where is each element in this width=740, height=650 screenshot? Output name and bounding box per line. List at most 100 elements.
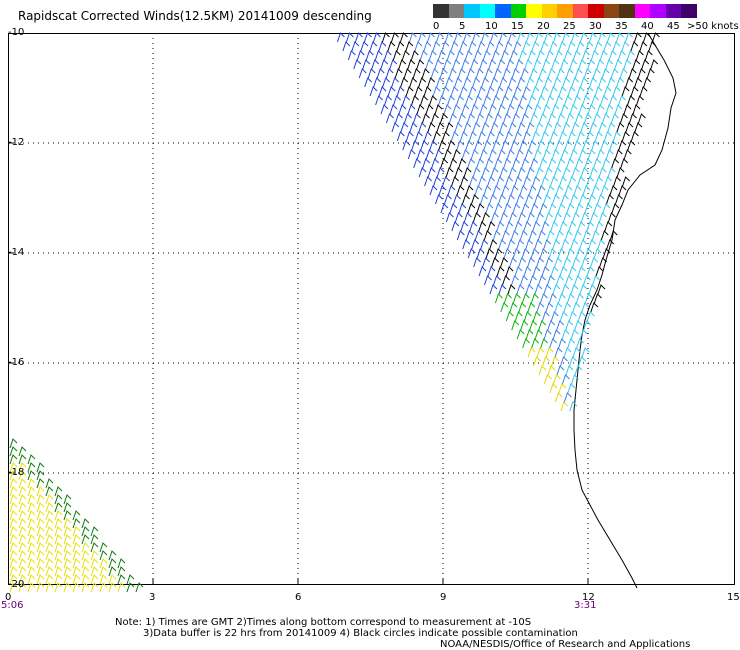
x-axis-label-1: 0 [5, 592, 12, 603]
wind-barb [36, 526, 45, 537]
wind-barb [447, 140, 456, 151]
wind-barb [567, 86, 576, 97]
wind-barb [487, 176, 495, 187]
wind-barb [625, 77, 634, 88]
wind-barb [560, 149, 569, 160]
wind-barb [532, 266, 541, 277]
wind-barb [558, 41, 567, 52]
legend-label: 25 [563, 21, 576, 32]
legend-swatch [572, 4, 589, 18]
wind-barb [486, 86, 495, 97]
wind-barb [54, 518, 63, 529]
wind-barb [523, 176, 531, 187]
wind-barb [63, 582, 72, 593]
wind-barb [18, 582, 27, 593]
wind-barb [538, 275, 546, 286]
wind-barb [434, 149, 443, 160]
wind-barb [575, 203, 584, 214]
wind-barb [590, 302, 599, 313]
wind-barb [389, 104, 398, 115]
wind-barb [588, 194, 596, 205]
legend-swatch [634, 4, 651, 18]
wind-barb [445, 122, 454, 133]
wind-barb [547, 275, 555, 286]
wind-barb [461, 59, 470, 70]
wind-barb [580, 77, 589, 88]
wind-barb [519, 140, 528, 151]
wind-barb [527, 302, 536, 313]
wind-barb [613, 176, 621, 187]
wind-barb [99, 550, 108, 561]
wind-barb [544, 212, 553, 223]
wind-barb [494, 203, 503, 214]
wind-barb [525, 194, 533, 205]
wind-barb [616, 77, 625, 88]
wind-barb [474, 185, 483, 196]
wind-barb [27, 462, 36, 473]
wind-barb [506, 104, 515, 115]
wind-barb [18, 526, 27, 537]
wind-barb [494, 248, 503, 259]
wind-barb [371, 59, 380, 70]
wind-barb [9, 550, 18, 561]
wind-barb [438, 140, 447, 151]
wind-barb [560, 104, 569, 115]
wind-barb [456, 95, 464, 106]
wind-barb [444, 32, 453, 43]
wind-barb [408, 32, 417, 43]
wind-barb [547, 365, 556, 376]
wind-barb [588, 284, 597, 295]
wind-barb [503, 293, 512, 304]
y-axis-label-6: -20 [8, 579, 25, 590]
wind-barb [391, 77, 400, 88]
wind-barb [530, 293, 539, 304]
wind-barb [618, 140, 627, 151]
wind-barb [576, 41, 585, 52]
wind-barb [501, 230, 510, 241]
wind-barb [517, 122, 526, 133]
wind-barb [499, 122, 508, 133]
wind-barb [559, 176, 567, 187]
wind-barb [583, 113, 592, 124]
wind-barb [519, 95, 527, 106]
wind-barb [436, 122, 445, 133]
wind-barb [63, 566, 72, 577]
wind-barb [581, 302, 590, 313]
wind-barb [618, 185, 627, 196]
wind-barb [511, 68, 520, 79]
wind-barb [380, 104, 389, 115]
wind-barb [27, 510, 36, 521]
wind-barb [578, 104, 587, 115]
wind-barb [463, 212, 472, 223]
wind-barb [587, 59, 596, 70]
wind-barb [484, 275, 492, 286]
wind-barb [565, 275, 573, 286]
wind-barb [614, 104, 623, 115]
wind-barb [438, 95, 446, 106]
wind-barb [534, 329, 543, 340]
wind-barb [558, 131, 567, 142]
wind-barb [600, 140, 609, 151]
wind-barb [525, 239, 534, 250]
wind-barb [505, 311, 514, 322]
legend-swatch [510, 4, 527, 18]
wind-barb [637, 113, 646, 124]
wind-barb [392, 50, 401, 61]
wind-barb [527, 257, 535, 268]
wind-barb [579, 239, 588, 250]
wind-barb [72, 574, 81, 585]
wind-barb [528, 95, 536, 106]
wind-barb [99, 542, 108, 553]
wind-barb [36, 558, 45, 569]
wind-barb [441, 86, 450, 97]
wind-barb [642, 32, 651, 43]
wind-barb [385, 68, 394, 79]
wind-barb [460, 221, 469, 232]
wind-barb [27, 582, 36, 593]
wind-barb [534, 32, 543, 43]
wind-barb [566, 158, 575, 169]
wind-barb [540, 338, 549, 349]
wind-barb [494, 158, 503, 169]
wind-barb [522, 338, 531, 349]
wind-barb [580, 122, 589, 133]
